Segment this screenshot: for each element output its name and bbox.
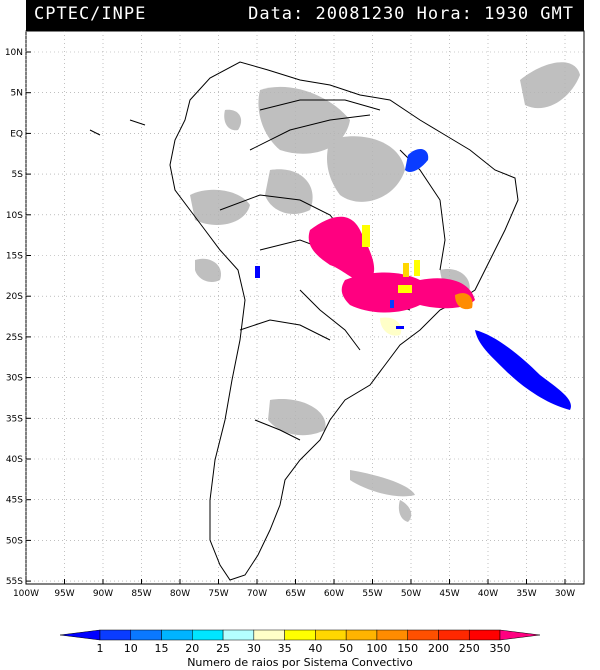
colorbar-tick-label: 1 — [97, 642, 104, 655]
lon-label: 50W — [401, 589, 421, 599]
colorbar-label: Numero de raios por Sistema Convectivo — [187, 656, 413, 669]
colorbar-segment — [192, 629, 224, 641]
convective-systems — [255, 148, 571, 410]
colorbar-tick-label: 350 — [490, 642, 511, 655]
colorbar-tick-label: 25 — [216, 642, 230, 655]
colorbar-tick-label: 40 — [308, 642, 322, 655]
lat-label: 50S — [6, 536, 23, 546]
lat-label: 5N — [11, 89, 23, 99]
colorbar-segment — [315, 629, 347, 641]
colorbar: 1 10 15 20 25 30 35 40 50 100 150 200 250 350 — [59, 629, 541, 655]
lat-label: 25S — [6, 333, 23, 343]
colorbar-tick-label: 200 — [428, 642, 449, 655]
lat-label: 20S — [6, 292, 23, 302]
lon-label: 100W — [13, 589, 39, 599]
colorbar-tick-label: 10 — [124, 642, 138, 655]
lon-label: 55W — [362, 589, 382, 599]
lon-label: 65W — [285, 589, 305, 599]
hour-value: 1930 GMT — [484, 4, 574, 24]
lon-label: 40W — [478, 589, 498, 599]
colorbar-segment — [284, 629, 316, 641]
map-header: CPTEC/INPE Data: 20081230 Hora: 1930 GMT — [26, 0, 584, 31]
colorbar-segment — [130, 629, 162, 641]
timestamp: Data: 20081230 Hora: 1930 GMT — [248, 4, 574, 24]
lon-label: 75W — [208, 589, 228, 599]
colorbar-segment — [253, 629, 285, 641]
colorbar-tick-label: 100 — [366, 642, 387, 655]
lat-label: 15S — [6, 252, 23, 262]
colorbar-segment — [99, 629, 132, 641]
colorbar-segment — [345, 629, 378, 641]
colorbar-tick-label: 150 — [397, 642, 418, 655]
colorbar-segment — [376, 629, 408, 641]
lat-label: 35S — [6, 414, 23, 424]
colorbar-arrow-left — [59, 629, 101, 641]
hour-label: Hora: — [416, 4, 473, 24]
lon-label: 90W — [93, 589, 113, 599]
latitude-labels: 10N 5N EQ 5S 10S 15S 20S 25S 30S 35S 40S 45S 50S 55S — [5, 48, 23, 587]
colorbar-arrow-right — [499, 629, 541, 641]
lat-label: EQ — [10, 129, 23, 139]
lon-label: 60W — [324, 589, 344, 599]
lon-label: 95W — [54, 589, 74, 599]
longitude-labels: 100W 95W 90W 85W 80W 75W 70W 65W 60W 55W 50W 45W 40W… — [13, 589, 575, 599]
colorbar-segment — [222, 629, 255, 641]
lat-label: 10N — [5, 48, 23, 58]
lon-label: 80W — [170, 589, 190, 599]
lat-label: 30S — [6, 374, 23, 384]
lat-label: 10S — [6, 211, 23, 221]
lat-label: 5S — [12, 170, 24, 180]
date-value: 20081230 — [315, 4, 406, 24]
colorbar-tick-label: 15 — [155, 642, 169, 655]
lon-label: 45W — [439, 589, 459, 599]
colorbar-segment — [438, 629, 470, 641]
lat-label: 45S — [6, 496, 23, 506]
colorbar-tick-label: 30 — [247, 642, 261, 655]
colorbar-tick-label: 20 — [185, 642, 199, 655]
colorbar-segment — [161, 629, 193, 641]
colorbar-tick-label: 250 — [459, 642, 480, 655]
colorbar-tick-label: 50 — [339, 642, 353, 655]
lon-label: 35W — [516, 589, 536, 599]
org-title: CPTEC/INPE — [34, 4, 147, 24]
lon-label: 85W — [131, 589, 151, 599]
graticule — [25, 31, 584, 584]
lon-label: 70W — [247, 589, 267, 599]
date-label: Data: — [248, 4, 305, 24]
lat-label: 40S — [6, 455, 23, 465]
lon-label: 30W — [555, 589, 575, 599]
lat-label: 55S — [6, 577, 23, 587]
colorbar-segment — [407, 629, 439, 641]
colorbar-segment — [468, 629, 501, 641]
colorbar-tick-label: 35 — [278, 642, 292, 655]
